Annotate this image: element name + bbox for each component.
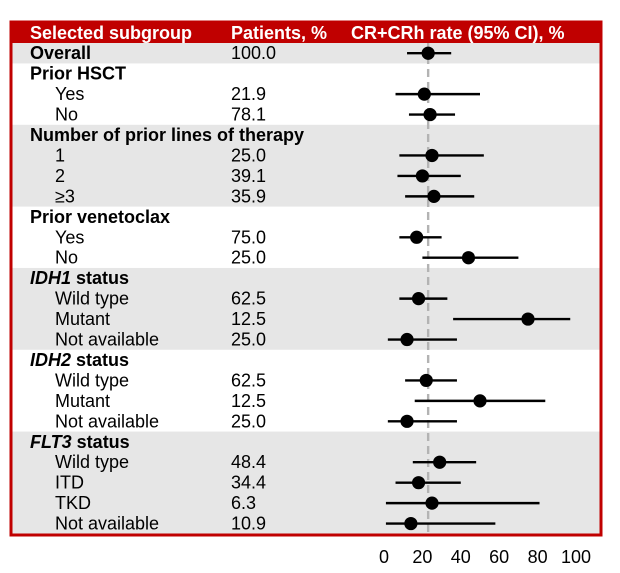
point-estimate: [410, 230, 424, 244]
subgroup-label: No: [55, 248, 78, 268]
group-title: FLT3 status: [30, 432, 130, 452]
group-title: Number of prior lines of therapy: [30, 125, 304, 145]
patients-value: 78.1: [231, 105, 266, 125]
subgroup-label: Wild type: [55, 289, 129, 309]
point-estimate: [404, 516, 418, 531]
group-band: [12, 431, 600, 534]
patients-value: 10.9: [231, 514, 266, 534]
subgroup-label: Yes: [55, 84, 84, 104]
x-tick-label: 80: [528, 547, 548, 567]
group-band: [12, 43, 600, 64]
x-axis-ticks: 0 20 40 60 80 100: [379, 547, 591, 567]
group-title-italic: IDH2: [30, 350, 71, 370]
x-tick-label: 40: [451, 547, 471, 567]
ci-marks: [385, 46, 571, 531]
group-title: IDH1 status: [30, 268, 129, 288]
point-estimate: [417, 87, 431, 101]
group-title-italic: FLT3: [30, 432, 72, 452]
point-estimate: [423, 107, 437, 122]
header-subgroup: Selected subgroup: [30, 23, 192, 43]
subgroup-label: Yes: [55, 227, 84, 247]
patients-value: 34.4: [231, 473, 266, 493]
subgroup-label: Mutant: [55, 391, 110, 411]
point-estimate: [461, 251, 476, 265]
point-estimate: [427, 189, 441, 203]
subgroup-label: Not available: [55, 411, 159, 431]
point-estimate: [415, 169, 429, 183]
patients-value: 100.0: [231, 43, 276, 63]
patients-value: 12.5: [231, 309, 266, 329]
subgroup-label: Mutant: [55, 309, 110, 329]
header-patients: Patients, %: [231, 23, 327, 43]
patients-value: 12.5: [231, 391, 266, 411]
patients-value: 25.0: [231, 248, 266, 268]
header-bar: [11, 22, 601, 43]
patients-value: 25.0: [231, 411, 266, 431]
table-border: [9, 20, 603, 537]
x-tick-label: 60: [489, 547, 509, 567]
header-rate: CR+CRh rate (95% CI), %: [351, 23, 565, 43]
point-estimate: [400, 414, 414, 428]
point-estimate: [425, 148, 439, 163]
patients-value: 48.4: [231, 452, 266, 472]
group-band: [12, 124, 600, 207]
group-title-rest: status: [71, 350, 129, 370]
group-title: Overall: [30, 43, 91, 63]
group-title-rest: status: [72, 432, 130, 452]
patients-value: 62.5: [231, 289, 266, 309]
subgroup-label: Wild type: [55, 452, 129, 472]
subgroup-label: 2: [55, 166, 65, 186]
point-estimate: [433, 455, 447, 469]
subgroup-label: TKD: [55, 493, 91, 513]
patients-value: 39.1: [231, 166, 266, 186]
x-tick-label: 20: [412, 547, 432, 567]
group-title: Prior venetoclax: [30, 207, 170, 227]
point-estimate: [521, 312, 535, 326]
subgroup-label: Not available: [55, 330, 159, 350]
group-bands: [12, 43, 600, 534]
subgroup-label: Not available: [55, 514, 159, 534]
x-tick-label: 100: [561, 547, 591, 567]
patients-value: 6.3: [231, 493, 256, 513]
subgroup-label: Wild type: [55, 370, 129, 390]
point-estimate: [411, 476, 426, 490]
group-title-rest: status: [71, 268, 129, 288]
patients-value: 35.9: [231, 186, 266, 206]
point-estimate: [425, 496, 439, 510]
point-estimate: [421, 46, 435, 60]
group-title: IDH2 status: [30, 350, 129, 370]
subgroup-label: 1: [55, 145, 65, 165]
subgroup-label: No: [55, 105, 78, 125]
group-title: Prior HSCT: [30, 64, 126, 84]
patients-value: 75.0: [231, 227, 266, 247]
patients-value: 21.9: [231, 84, 266, 104]
subgroup-label: ≥3: [55, 186, 75, 206]
group-title-italic: IDH1: [30, 268, 71, 288]
subgroup-label: ITD: [55, 473, 84, 493]
point-estimate: [419, 373, 433, 388]
group-band: [12, 267, 600, 350]
x-tick-label: 0: [379, 547, 389, 567]
point-estimate: [411, 292, 426, 306]
patients-value: 62.5: [231, 370, 266, 390]
point-estimate: [473, 394, 487, 408]
patients-value: 25.0: [231, 330, 266, 350]
patients-value: 25.0: [231, 145, 266, 165]
point-estimate: [400, 332, 414, 347]
